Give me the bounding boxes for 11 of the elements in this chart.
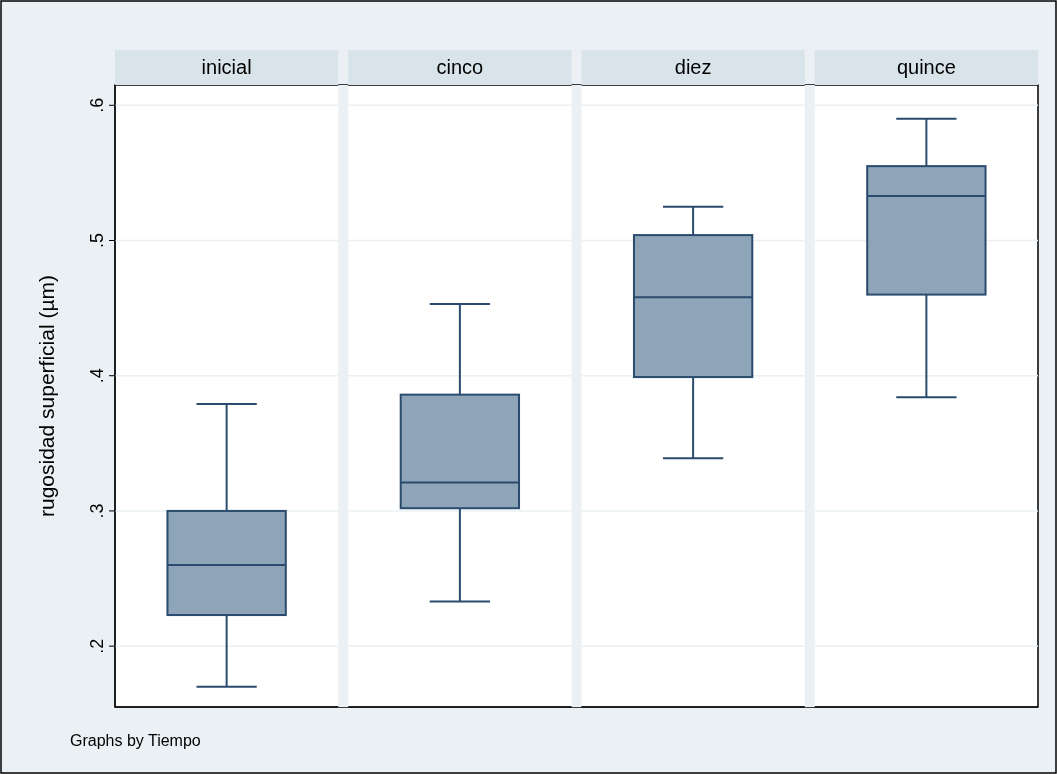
y-tick-label: .5 bbox=[87, 232, 107, 249]
text: Graphs by Tiempo bbox=[70, 732, 201, 749]
x-tick-label: inicial bbox=[201, 56, 252, 78]
y-tick-label: .2 bbox=[87, 638, 107, 654]
x-tick-label: diez bbox=[674, 56, 712, 78]
y-tick-label: .4 bbox=[87, 368, 107, 384]
y-axis-title: rugosidad superficial (µm) bbox=[35, 274, 58, 518]
x-tick-label: quince bbox=[896, 56, 956, 78]
y-tick-label: .6 bbox=[87, 97, 107, 113]
y-tick-label: .3 bbox=[87, 503, 107, 519]
x-tick-label: cinco bbox=[436, 56, 484, 78]
